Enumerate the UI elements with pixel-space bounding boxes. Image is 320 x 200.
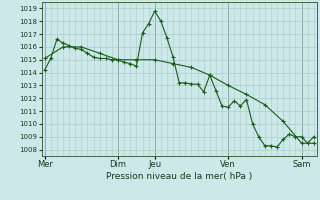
X-axis label: Pression niveau de la mer( hPa ): Pression niveau de la mer( hPa ) xyxy=(106,172,252,181)
